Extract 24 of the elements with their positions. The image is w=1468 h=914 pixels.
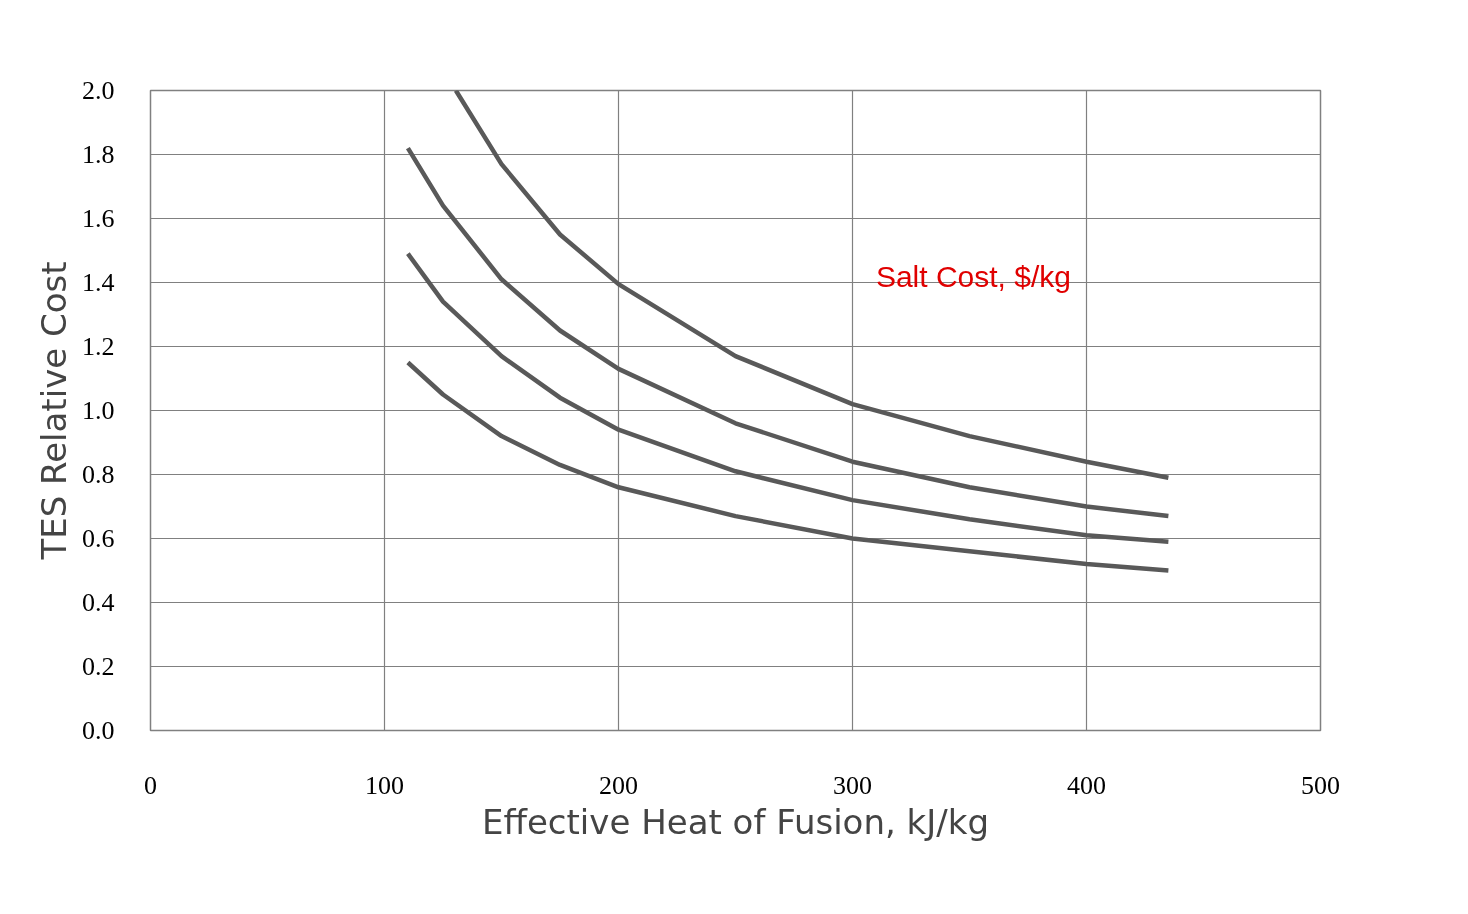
x-tick-label: 300 xyxy=(833,770,872,800)
y-tick-label: 1.8 xyxy=(82,140,115,169)
x-tick-label: 200 xyxy=(599,770,638,800)
x-tick-label: 100 xyxy=(365,770,404,800)
line-series xyxy=(405,251,1171,544)
y-tick-label: 1.2 xyxy=(82,332,115,361)
y-tick-label: 1.0 xyxy=(82,396,115,425)
y-tick-label: 0.2 xyxy=(82,652,115,681)
x-axis-title: Effective Heat of Fusion, kJ/kg xyxy=(482,801,989,842)
x-tick-label: 400 xyxy=(1067,770,1106,800)
y-tick-label: 0.4 xyxy=(82,588,115,617)
y-tick-label: 1.6 xyxy=(82,204,115,233)
x-tick-label: 0 xyxy=(144,770,157,800)
annotation: Salt Cost, $/kg xyxy=(875,259,1071,293)
line-series xyxy=(405,360,1171,573)
y-tick-label: 0.0 xyxy=(82,716,115,745)
y-tick-label: 2.0 xyxy=(82,76,115,105)
y-tick-label: 0.8 xyxy=(82,460,115,489)
y-axis-title: TES Relative Cost xyxy=(34,261,74,561)
y-tick-label: 0.6 xyxy=(82,524,115,553)
y-tick-label: 1.4 xyxy=(82,268,115,297)
x-tick-label: 500 xyxy=(1301,770,1340,800)
line-series xyxy=(405,145,1171,519)
line-series xyxy=(453,90,1171,480)
